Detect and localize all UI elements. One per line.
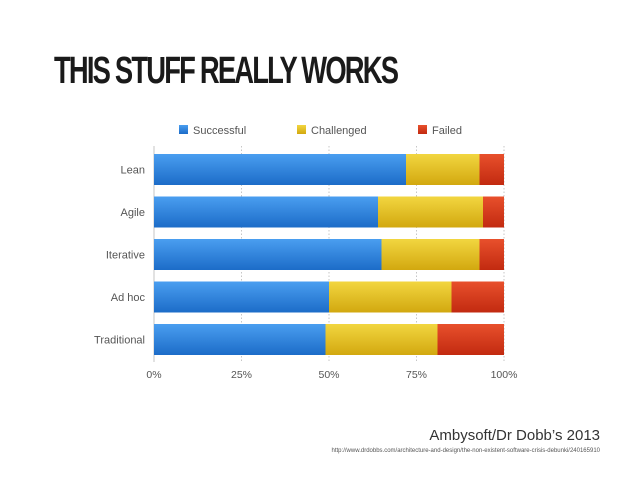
bars bbox=[154, 154, 504, 355]
category-label: Ad hoc bbox=[111, 292, 146, 304]
bar-failed-agile bbox=[483, 196, 504, 228]
legend-swatch-failed bbox=[418, 125, 427, 134]
bar-failed-traditional bbox=[437, 324, 504, 355]
bar-failed-ad-hoc bbox=[451, 281, 504, 313]
bar-challenged-lean bbox=[406, 154, 480, 185]
legend-swatch-challenged bbox=[297, 125, 306, 134]
legend: Successful Challenged Failed bbox=[179, 125, 462, 137]
legend-label-challenged: Challenged bbox=[311, 125, 367, 137]
bar-challenged-iterative bbox=[381, 239, 480, 270]
source-citation: Ambysoft/Dr Dobb’s 2013 bbox=[429, 427, 600, 444]
bar-challenged-traditional bbox=[325, 324, 438, 355]
x-tick-label: 100% bbox=[491, 369, 518, 381]
legend-swatch-successful bbox=[179, 125, 188, 134]
bar-failed-iterative bbox=[479, 239, 504, 270]
slide-title: THIS STUFF REALLY WORKS bbox=[54, 50, 399, 92]
x-tick-label: 75% bbox=[406, 369, 427, 381]
bar-successful-lean bbox=[154, 154, 406, 185]
bar-failed-lean bbox=[479, 154, 504, 185]
category-label: Iterative bbox=[106, 250, 145, 262]
legend-label-successful: Successful bbox=[193, 125, 246, 137]
category-label: Agile bbox=[121, 207, 145, 219]
bar-successful-traditional bbox=[154, 324, 326, 355]
category-label: Traditional bbox=[94, 335, 145, 347]
legend-label-failed: Failed bbox=[432, 125, 462, 137]
bar-successful-iterative bbox=[154, 239, 382, 270]
category-labels: Lean Agile Iterative Ad hoc Traditional bbox=[94, 165, 145, 347]
x-tick-label: 25% bbox=[231, 369, 252, 381]
x-tick-labels: 0% 25% 50% 75% 100% bbox=[146, 369, 517, 381]
x-tick-label: 50% bbox=[318, 369, 339, 381]
bar-challenged-agile bbox=[378, 196, 483, 228]
x-tick-label: 0% bbox=[146, 369, 161, 381]
source-url[interactable]: http://www.drdobbs.com/architecture-and-… bbox=[331, 448, 600, 454]
bar-challenged-ad-hoc bbox=[329, 281, 452, 313]
category-label: Lean bbox=[121, 165, 145, 177]
bar-successful-agile bbox=[154, 196, 378, 228]
bar-successful-ad-hoc bbox=[154, 281, 329, 313]
